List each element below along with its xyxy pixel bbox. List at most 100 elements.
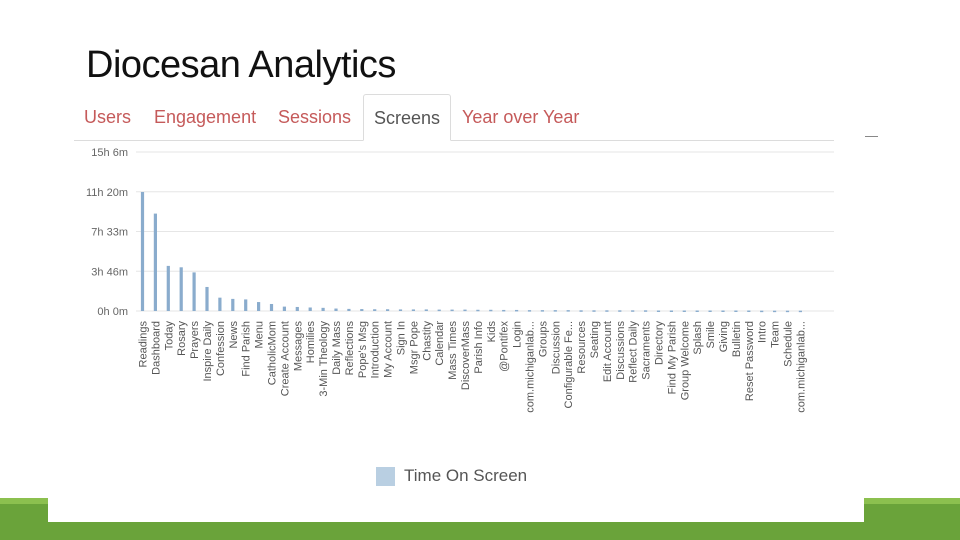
chart-gridlines <box>136 151 834 312</box>
x-tick-label: Configurable Fe... <box>563 321 575 408</box>
bar <box>618 310 622 312</box>
bar <box>553 310 557 312</box>
bar <box>463 309 467 312</box>
bar <box>747 310 751 312</box>
x-tick-label: Today <box>163 321 175 351</box>
x-tick-label: Smile <box>705 321 717 349</box>
bar <box>644 310 648 312</box>
x-tick-label: Confession <box>215 321 227 376</box>
bar <box>308 307 312 311</box>
tab-bar: Users Engagement Sessions Screens Year o… <box>74 94 834 141</box>
x-tick-label: Team <box>770 321 782 348</box>
bar <box>669 310 673 312</box>
x-tick-label: Reflect Daily <box>628 321 640 383</box>
x-tick-label: Find My Parish <box>666 321 678 394</box>
tab-users[interactable]: Users <box>84 107 132 127</box>
bar <box>773 310 777 313</box>
tab-sessions[interactable]: Sessions <box>278 107 352 127</box>
y-tick-label: 15h 6m <box>91 147 128 159</box>
bar <box>205 286 209 311</box>
bar <box>566 310 570 312</box>
x-tick-label: Introduction <box>370 321 382 378</box>
tab-year-over-year[interactable]: Year over Year <box>462 107 580 127</box>
legend-label: Time On Screen <box>404 466 528 485</box>
x-tick-label: Sacraments <box>641 321 653 380</box>
y-tick-label: 3h 46m <box>91 266 128 278</box>
x-tick-label: Bulletin <box>731 321 743 357</box>
bar <box>656 310 661 312</box>
bar <box>334 308 338 311</box>
x-tick-label: Msgr Pope <box>408 321 420 374</box>
bar <box>321 307 325 311</box>
x-tick-label: Sign In <box>396 321 408 355</box>
y-tick-label: 7h 33m <box>91 227 128 239</box>
x-tick-label: Edit Account <box>602 321 614 382</box>
bar <box>140 192 145 311</box>
x-tick-label: My Account <box>383 321 395 378</box>
bar <box>424 309 428 311</box>
bar <box>476 309 480 312</box>
x-tick-label: DiscoverMass <box>460 321 472 391</box>
x-tick-label: Homilies <box>305 321 317 364</box>
x-tick-label: Resources <box>576 321 588 374</box>
bar <box>437 309 441 312</box>
bar <box>721 310 725 312</box>
x-tick-label: Reflections <box>344 321 356 376</box>
bar <box>631 310 635 312</box>
x-tick-label: Giving <box>718 321 730 352</box>
x-tick-label: Menu <box>254 321 266 349</box>
x-tick-label: Groups <box>537 321 549 358</box>
legend-swatch <box>376 466 395 486</box>
bar <box>579 310 583 312</box>
x-tick-label: Discussion <box>550 321 562 374</box>
y-tick-label: 0h 0m <box>97 306 128 318</box>
x-tick-label: Discussions <box>615 321 627 380</box>
x-tick-label: Seating <box>589 321 601 358</box>
x-tick-label: Daily Mass <box>331 321 343 375</box>
bar <box>682 310 686 312</box>
bar <box>708 310 712 312</box>
bar <box>760 310 764 313</box>
bar <box>502 309 506 312</box>
bar <box>295 306 299 311</box>
x-tick-label: Directory <box>654 321 666 366</box>
bar <box>244 299 248 311</box>
bar <box>605 310 609 312</box>
footer-accent-right <box>864 498 960 504</box>
chart-legend[interactable]: Time On Screen <box>376 465 527 487</box>
bar <box>282 306 286 311</box>
tab-screens[interactable]: Screens <box>363 94 452 141</box>
x-tick-label: Inspire Daily <box>202 321 214 382</box>
y-tick-label: 11h 20m <box>86 187 128 199</box>
bar <box>360 309 364 311</box>
x-tick-label: Create Account <box>279 321 291 396</box>
chart-bars <box>140 192 802 313</box>
bar <box>386 309 390 311</box>
slide-title: Diocesan Analytics <box>86 44 396 86</box>
x-tick-label: Rosary <box>176 321 188 356</box>
x-tick-label: Schedule <box>783 321 795 367</box>
x-tick-label: Calendar <box>434 321 446 366</box>
x-tick-label: @Pontifex <box>499 321 511 372</box>
x-tick-label: Kids <box>486 321 498 343</box>
bar <box>411 309 415 311</box>
x-tick-label: Splash <box>692 321 704 355</box>
x-tick-label: News <box>228 321 240 349</box>
x-tick-label: Readings <box>138 321 150 368</box>
bar <box>153 213 157 311</box>
bar <box>527 310 532 312</box>
x-tick-label: Messages <box>292 321 304 372</box>
bar <box>540 310 544 312</box>
x-tick-label: Pope's Msg <box>357 321 369 378</box>
x-tick-label: Mass Times <box>447 321 459 380</box>
bar <box>785 310 790 313</box>
y-axis-tick-labels: 15h 6m 11h 20m 7h 33m 3h 46m 0h 0m <box>86 147 128 318</box>
tab-engagement[interactable]: Engagement <box>154 107 257 127</box>
x-tick-label: Prayers <box>189 321 201 359</box>
footer-panel <box>48 498 864 522</box>
bar <box>734 310 738 312</box>
bar <box>398 309 403 311</box>
x-tick-label: Login <box>512 321 524 348</box>
bar <box>166 265 170 311</box>
bar <box>373 309 377 311</box>
